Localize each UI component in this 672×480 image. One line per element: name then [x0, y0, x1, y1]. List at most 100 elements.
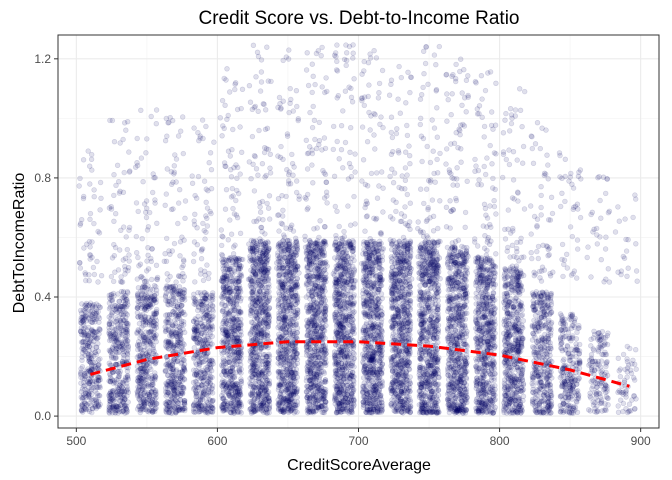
- scatter-point: [87, 330, 94, 336]
- scatter-point: [98, 273, 105, 279]
- scatter-point: [287, 226, 294, 232]
- scatter-point: [195, 381, 201, 387]
- scatter-point: [182, 329, 188, 336]
- scatter-point: [91, 187, 97, 193]
- scatter-point: [245, 276, 252, 282]
- scatter-point: [229, 334, 236, 340]
- scatter-point: [77, 328, 84, 334]
- scatter-point: [190, 258, 197, 265]
- scatter-point: [251, 218, 257, 225]
- scatter-point: [182, 198, 189, 204]
- scatter-point: [222, 311, 229, 317]
- scatter-point: [259, 198, 266, 205]
- scatter-point: [82, 400, 88, 406]
- scatter-point: [237, 171, 243, 177]
- scatter-point: [203, 199, 209, 206]
- scatter-point: [283, 298, 289, 304]
- scatter-point: [287, 85, 293, 92]
- scatter-point: [111, 253, 118, 259]
- scatter-point: [77, 220, 84, 227]
- scatter-point: [259, 369, 266, 375]
- scatter-point: [223, 360, 229, 367]
- scatter-point: [87, 216, 93, 223]
- scatter-point: [111, 172, 117, 178]
- scatter-point: [201, 178, 208, 184]
- scatter-point: [149, 276, 155, 283]
- scatter-point: [292, 343, 298, 349]
- scatter-point: [165, 389, 171, 395]
- scatter-point: [95, 357, 102, 363]
- scatter-point: [235, 294, 242, 301]
- scatter-point: [168, 206, 175, 213]
- scatter-point: [195, 173, 202, 180]
- scatter-point: [81, 329, 87, 336]
- scatter-point: [164, 133, 170, 139]
- scatter-point: [109, 350, 116, 357]
- scatter-point: [141, 396, 147, 402]
- scatter-point: [79, 357, 85, 363]
- scatter-point: [250, 320, 256, 326]
- scatter-point: [255, 172, 261, 178]
- scatter-point: [119, 384, 125, 390]
- scatter-point: [219, 97, 226, 104]
- scatter-point: [134, 354, 141, 360]
- scatter-point: [247, 99, 254, 105]
- scatter-point: [263, 255, 269, 262]
- scatter-point: [153, 324, 160, 331]
- scatter-point: [94, 373, 101, 380]
- scatter-point: [106, 360, 113, 366]
- scatter-point: [89, 167, 95, 173]
- scatter-point: [92, 359, 98, 365]
- scatter-point: [228, 231, 235, 237]
- scatter-point: [78, 325, 85, 331]
- scatter-point: [139, 333, 145, 339]
- scatter-point: [275, 252, 281, 259]
- scatter-point: [94, 258, 100, 265]
- scatter-point: [163, 319, 169, 325]
- scatter-point: [249, 133, 256, 140]
- scatter-point: [283, 225, 289, 231]
- scatter-point: [171, 163, 178, 169]
- scatter-point: [89, 391, 95, 397]
- scatter-point: [94, 384, 100, 390]
- scatter-point: [203, 213, 209, 219]
- scatter-point: [118, 274, 124, 280]
- scatter-point: [89, 303, 96, 309]
- scatter-point: [97, 326, 103, 332]
- scatter-point: [286, 268, 293, 274]
- scatter-point: [166, 119, 172, 126]
- scatter-point: [198, 256, 205, 262]
- scatter-point: [240, 256, 246, 263]
- scatter-point: [251, 384, 257, 391]
- scatter-point: [89, 304, 96, 311]
- scatter-point: [293, 87, 300, 94]
- scatter-point: [93, 312, 99, 318]
- scatter-point: [165, 288, 172, 294]
- scatter-point: [96, 326, 102, 332]
- scatter-point: [112, 211, 119, 217]
- scatter-point: [88, 386, 95, 393]
- scatter-point: [93, 405, 99, 412]
- scatter-point: [117, 368, 124, 375]
- scatter-point: [91, 315, 97, 321]
- scatter-point: [266, 294, 273, 300]
- scatter-point: [289, 160, 296, 167]
- scatter-point: [279, 369, 285, 375]
- scatter-point: [282, 255, 289, 261]
- scatter-point: [258, 79, 265, 85]
- scatter-point: [208, 186, 215, 192]
- scatter-point: [84, 344, 90, 350]
- scatter-point: [279, 193, 285, 199]
- major-gridlines: [58, 35, 659, 428]
- scatter-point: [221, 160, 228, 166]
- scatter-point: [232, 278, 239, 284]
- scatter-point: [88, 397, 95, 403]
- scatter-point: [167, 114, 173, 121]
- scatter-point: [134, 250, 140, 256]
- scatter-point: [163, 191, 170, 197]
- scatter-point: [79, 402, 85, 408]
- scatter-point: [113, 308, 119, 314]
- scatter-point: [121, 169, 127, 176]
- scatter-point: [97, 401, 103, 408]
- scatter-point: [86, 367, 92, 374]
